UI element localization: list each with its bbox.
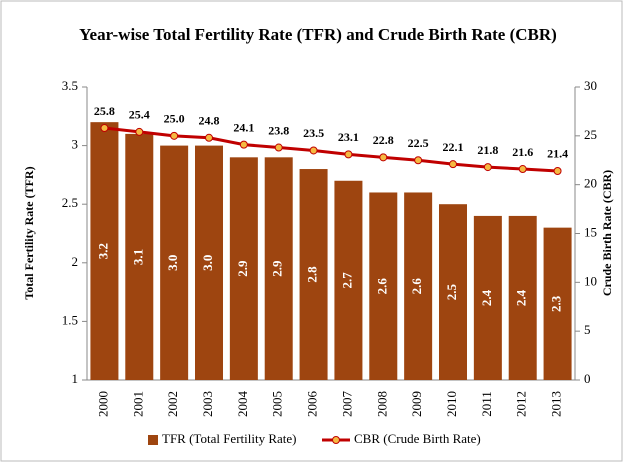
x-tick-label: 2007 — [339, 391, 354, 418]
line-value-label: 22.1 — [443, 140, 464, 154]
line-value-label: 25.0 — [164, 112, 185, 126]
line-marker — [135, 127, 144, 136]
line-value-label: 22.5 — [408, 136, 429, 150]
bar — [404, 192, 433, 380]
line-marker — [100, 124, 109, 133]
x-tick-label: 2001 — [130, 391, 145, 417]
line-value-label: 23.1 — [338, 130, 359, 144]
bar-value-label: 3.0 — [200, 255, 215, 271]
y2-tick-label: 10 — [584, 273, 597, 288]
y-tick-label: 1 — [72, 371, 79, 386]
y2-tick-label: 20 — [584, 176, 597, 191]
line-value-label: 24.8 — [199, 114, 220, 128]
bar-value-label: 2.9 — [270, 260, 285, 277]
bar-value-label: 3.2 — [95, 243, 110, 259]
bar-value-label: 2.4 — [479, 289, 494, 306]
line-value-label: 23.5 — [303, 126, 324, 140]
line-value-label: 21.6 — [512, 145, 533, 159]
line — [104, 126, 558, 173]
line-value-label: 21.4 — [547, 147, 568, 161]
x-tick-label: 2011 — [479, 391, 494, 417]
x-tick-label: 2005 — [270, 391, 285, 417]
y2-tick-label: 25 — [584, 127, 597, 142]
y2-tick-label: 5 — [584, 322, 591, 337]
bar — [334, 180, 363, 380]
x-tick-label: 2013 — [549, 391, 564, 417]
x-tick-label: 2002 — [165, 391, 180, 417]
bar — [90, 122, 119, 380]
line-marker — [518, 165, 527, 174]
bar-value-label: 2.7 — [339, 272, 354, 289]
x-tick-label: 2000 — [95, 391, 110, 417]
bar — [264, 157, 293, 380]
y-tick-label: 2 — [72, 254, 79, 269]
bar-value-label: 2.4 — [514, 289, 529, 306]
y-tick-label: 3 — [72, 137, 79, 152]
legend-swatch — [332, 436, 340, 444]
line-value-label: 22.8 — [373, 133, 394, 147]
line-value-label: 24.1 — [233, 120, 254, 134]
x-tick-label: 2006 — [305, 391, 320, 418]
y2-tick-label: 0 — [584, 371, 591, 386]
bar-value-label: 2.9 — [235, 260, 250, 277]
bar-value-label: 3.0 — [165, 255, 180, 271]
line-marker — [553, 166, 562, 175]
line-value-label: 23.8 — [268, 123, 289, 137]
chart-title: Year-wise Total Fertility Rate (TFR) and… — [79, 25, 557, 44]
x-tick-label: 2003 — [200, 391, 215, 417]
bar — [195, 145, 223, 380]
bar — [160, 145, 189, 380]
line-marker — [309, 146, 318, 155]
legend-label: TFR (Total Fertility Rate) — [162, 431, 297, 446]
x-tick-label: 2012 — [514, 391, 529, 417]
y2-tick-label: 15 — [584, 224, 597, 239]
line-marker — [344, 150, 353, 159]
x-tick-label: 2009 — [409, 391, 424, 417]
bar — [125, 133, 154, 380]
bar — [299, 169, 328, 380]
legend-swatch — [148, 435, 158, 445]
legend-label: CBR (Crude Birth Rate) — [354, 431, 481, 446]
y-tick-label: 1.5 — [62, 312, 78, 327]
line-value-label: 21.8 — [477, 143, 498, 157]
line-value-label: 25.8 — [94, 104, 115, 118]
y-axis-label: Total Fertility Rate (TFR) — [22, 166, 36, 299]
line-marker — [205, 133, 213, 142]
x-tick-label: 2004 — [235, 391, 250, 418]
y-tick-label: 2.5 — [62, 195, 78, 210]
y-tick-label: 3.5 — [62, 78, 78, 93]
bar — [473, 215, 502, 380]
bar — [369, 192, 398, 380]
bar-value-label: 2.3 — [549, 295, 564, 312]
bar-value-label: 2.6 — [374, 278, 389, 295]
bar — [439, 204, 467, 380]
bar-value-label: 2.8 — [305, 266, 320, 283]
bar — [508, 215, 537, 380]
y2-axis-label: Crude Birth Rate (CBR) — [600, 170, 614, 296]
bar — [543, 227, 572, 380]
bar-value-label: 3.1 — [130, 249, 145, 265]
line-marker — [449, 160, 457, 169]
bar — [229, 157, 258, 380]
line-marker — [170, 131, 179, 140]
line-marker — [239, 140, 248, 149]
x-tick-label: 2010 — [444, 391, 459, 417]
bar-value-label: 2.5 — [444, 283, 459, 300]
bar-value-label: 2.6 — [409, 278, 424, 295]
line-marker — [483, 163, 492, 172]
line-value-label: 25.4 — [129, 108, 150, 122]
line-marker — [379, 153, 388, 162]
y2-tick-label: 30 — [584, 78, 597, 93]
line-marker — [274, 143, 283, 152]
x-tick-label: 2008 — [374, 391, 389, 417]
line-marker — [414, 156, 423, 165]
